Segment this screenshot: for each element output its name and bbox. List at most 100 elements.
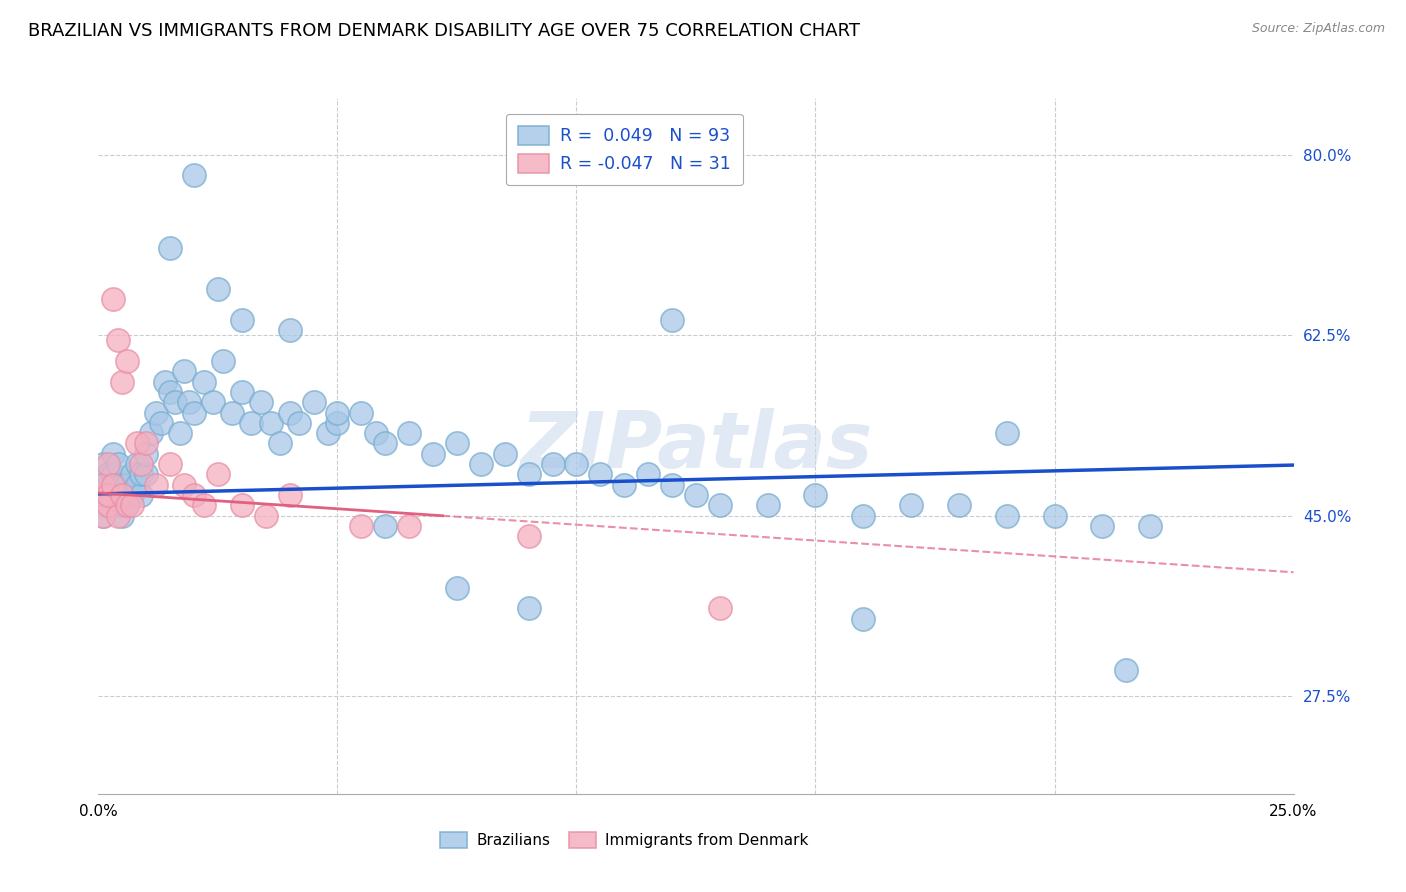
Point: [91, 488, 114, 502]
Point: [948, 498, 970, 512]
Point: [115, 498, 138, 512]
Point: [517, 467, 540, 482]
Point: [101, 447, 124, 461]
Point: [125, 436, 148, 450]
Text: BRAZILIAN VS IMMIGRANTS FROM DENMARK DISABILITY AGE OVER 75 CORRELATION CHART: BRAZILIAN VS IMMIGRANTS FROM DENMARK DIS…: [28, 22, 860, 40]
Point: [135, 467, 157, 482]
Point: [422, 447, 444, 461]
Point: [231, 312, 253, 326]
Point: [125, 477, 148, 491]
Point: [302, 395, 325, 409]
Point: [135, 447, 157, 461]
Point: [240, 416, 263, 430]
Point: [115, 498, 138, 512]
Point: [97, 498, 120, 512]
Point: [1043, 508, 1066, 523]
Point: [193, 498, 215, 512]
Point: [374, 436, 396, 450]
Point: [135, 436, 157, 450]
Point: [145, 477, 167, 491]
Point: [207, 282, 229, 296]
Point: [202, 395, 225, 409]
Point: [661, 312, 683, 326]
Point: [259, 416, 281, 430]
Point: [107, 477, 129, 491]
Point: [446, 581, 468, 595]
Point: [995, 426, 1018, 441]
Point: [374, 519, 396, 533]
Point: [231, 498, 253, 512]
Point: [350, 519, 373, 533]
Point: [91, 457, 114, 471]
Point: [97, 488, 120, 502]
Point: [269, 436, 291, 450]
Point: [97, 467, 120, 482]
Point: [159, 384, 181, 399]
Point: [278, 488, 301, 502]
Point: [398, 519, 420, 533]
Point: [111, 488, 134, 502]
Point: [494, 447, 516, 461]
Point: [131, 488, 153, 502]
Point: [326, 416, 349, 430]
Point: [517, 529, 540, 543]
Point: [364, 426, 387, 441]
Point: [852, 508, 875, 523]
Point: [91, 508, 114, 523]
Point: [183, 488, 205, 502]
Point: [278, 405, 301, 419]
Point: [756, 498, 779, 512]
Point: [131, 457, 153, 471]
Point: [139, 426, 162, 441]
Point: [517, 601, 540, 615]
Point: [900, 498, 922, 512]
Point: [278, 323, 301, 337]
Point: [91, 498, 114, 512]
Point: [254, 508, 277, 523]
Point: [173, 477, 195, 491]
Point: [288, 416, 311, 430]
Point: [115, 477, 138, 491]
Point: [1091, 519, 1114, 533]
Point: [97, 477, 120, 491]
Point: [193, 375, 215, 389]
Point: [326, 405, 349, 419]
Point: [470, 457, 492, 471]
Point: [637, 467, 659, 482]
Point: [173, 364, 195, 378]
Point: [398, 426, 420, 441]
Point: [107, 498, 129, 512]
Point: [97, 457, 120, 471]
Point: [101, 477, 124, 491]
Point: [155, 375, 177, 389]
Point: [541, 457, 564, 471]
Point: [149, 416, 172, 430]
Point: [107, 457, 129, 471]
Point: [121, 498, 143, 512]
Point: [101, 488, 124, 502]
Point: [97, 488, 120, 502]
Point: [207, 467, 229, 482]
Point: [111, 375, 134, 389]
Point: [125, 457, 148, 471]
Point: [91, 488, 114, 502]
Point: [121, 467, 143, 482]
Point: [101, 292, 124, 306]
Point: [179, 395, 201, 409]
Point: [115, 488, 138, 502]
Point: [613, 477, 636, 491]
Point: [111, 488, 134, 502]
Point: [131, 467, 153, 482]
Point: [111, 498, 134, 512]
Point: [589, 467, 612, 482]
Point: [159, 241, 181, 255]
Text: Source: ZipAtlas.com: Source: ZipAtlas.com: [1251, 22, 1385, 36]
Point: [446, 436, 468, 450]
Point: [250, 395, 273, 409]
Point: [709, 498, 731, 512]
Point: [1139, 519, 1161, 533]
Point: [183, 405, 205, 419]
Point: [316, 426, 339, 441]
Point: [169, 426, 191, 441]
Point: [183, 169, 205, 183]
